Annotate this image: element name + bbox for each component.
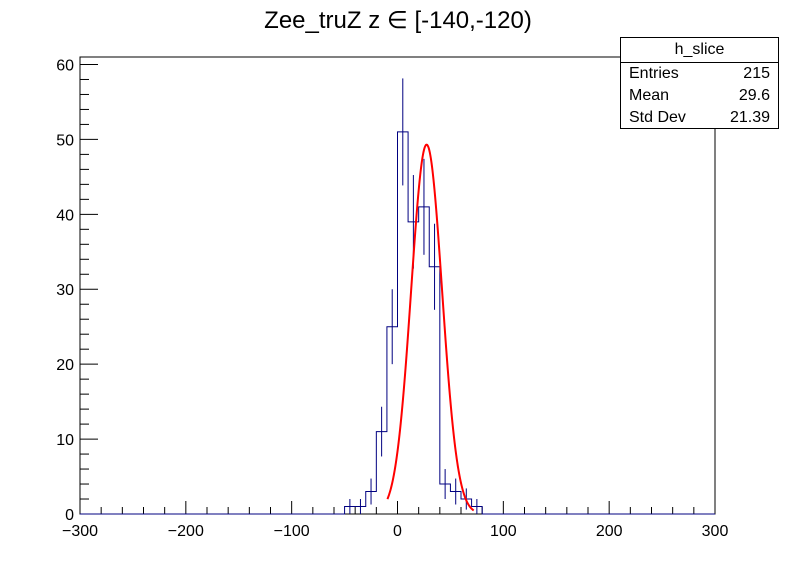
histogram-layer <box>80 131 715 515</box>
fit-layer <box>386 143 475 512</box>
x-tick-label: 0 <box>393 523 402 540</box>
x-tick-label: 200 <box>596 523 623 540</box>
axes-layer: −300 −200 −100 0 100 200 300 0 10 20 30 40 50 60 <box>56 56 729 540</box>
stats-value: 29.6 <box>738 87 770 104</box>
stats-row-mean: Mean 29.6 <box>621 85 778 107</box>
y-tick-label: 20 <box>56 357 74 374</box>
y-tick-label: 60 <box>56 57 74 74</box>
stats-value: 21.39 <box>729 109 770 126</box>
y-tick-label: 30 <box>56 282 74 299</box>
stats-box-title: h_slice <box>621 38 778 63</box>
y-tick-label: 10 <box>56 432 74 449</box>
y-tick-label: 40 <box>56 207 74 224</box>
error-bars-layer <box>349 78 478 514</box>
stats-label: Std Dev <box>629 109 686 126</box>
gaussian-fit-curve <box>386 143 475 512</box>
stats-value: 215 <box>743 65 770 82</box>
stats-label: Mean <box>629 87 670 104</box>
y-tick-label: 0 <box>65 507 74 524</box>
stats-label: Entries <box>629 65 679 82</box>
stats-box: h_slice Entries 215 Mean 29.6 Std Dev 21… <box>620 37 779 129</box>
x-tick-label: −200 <box>168 523 204 540</box>
x-tick-label: 300 <box>702 523 729 540</box>
x-tick-label: −100 <box>274 523 310 540</box>
stats-row-stddev: Std Dev 21.39 <box>621 107 778 129</box>
histogram-outline <box>80 131 715 515</box>
stats-row-entries: Entries 215 <box>621 63 778 85</box>
x-tick-label: −300 <box>62 523 98 540</box>
y-tick-label: 50 <box>56 132 74 149</box>
chart-title: Zee_truZ z ∈ [-140,-120) <box>264 7 532 34</box>
x-tick-label: 100 <box>490 523 517 540</box>
